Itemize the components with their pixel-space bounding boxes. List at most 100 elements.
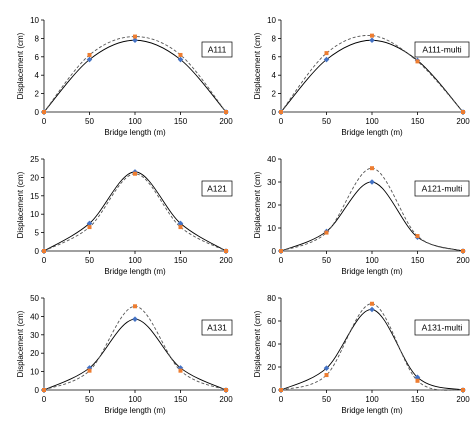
y-tick-label: 10 <box>267 16 276 25</box>
dashed-series-line <box>43 173 227 252</box>
x-tick-label: 150 <box>174 256 188 265</box>
dashed-series-line <box>280 35 464 113</box>
y-tick-label: 4 <box>35 71 40 80</box>
x-tick-label: 150 <box>411 395 425 404</box>
dashed-series-line <box>280 303 464 391</box>
diamond-marker <box>177 56 184 63</box>
chart-panel-a111-multi: 0 2 4 6 8 10 0 50 100 150 200 Bridge length (m) Disp… <box>237 0 474 139</box>
y-tick-label: 25 <box>30 155 39 164</box>
x-axis-label: Bridge length (m) <box>104 406 166 415</box>
square-marker <box>133 304 137 309</box>
panel-label: A131-multi <box>422 323 463 333</box>
y-axis-label: Displacement (cm) <box>253 310 262 377</box>
chart-svg: 0 20 40 60 80 0 50 100 150 200 Bridge length (m) Di… <box>253 294 470 415</box>
solid-series-line <box>43 318 227 391</box>
square-marker <box>324 51 329 56</box>
square-marker <box>133 34 137 39</box>
diamond-marker <box>132 37 138 44</box>
square-marker <box>224 249 228 253</box>
chart-panel-a131-multi: 0 20 40 60 80 0 50 100 150 200 Bridge length (m) Di… <box>237 278 474 417</box>
square-marker <box>324 230 329 235</box>
x-tick-label: 150 <box>411 117 425 126</box>
x-tick-label: 200 <box>456 117 470 126</box>
x-tick-label: 50 <box>322 256 331 265</box>
diamond-marker <box>86 220 93 227</box>
y-tick-label: 0 <box>272 108 277 117</box>
y-tick-label: 8 <box>35 34 40 43</box>
square-marker <box>370 166 374 171</box>
square-marker <box>279 249 283 253</box>
panel-label: A111 <box>208 45 227 55</box>
x-tick-label: 100 <box>365 117 379 126</box>
x-axis-label: Bridge length (m) <box>341 406 403 415</box>
panel-label-box <box>414 180 470 197</box>
y-tick-label: 15 <box>30 192 39 201</box>
panel-label: A111-multi <box>422 45 461 55</box>
x-tick-label: 50 <box>322 395 331 404</box>
square-marker <box>370 33 374 38</box>
x-axis-label: Bridge length (m) <box>341 128 403 137</box>
chart-panel-a111: 0 2 4 6 8 10 0 50 100 150 200 Bridge length (m) Disp… <box>0 0 237 139</box>
square-marker <box>87 225 92 230</box>
diamond-marker <box>132 316 138 322</box>
y-axis-label: Displacement (cm) <box>253 32 262 99</box>
y-tick-label: 0 <box>35 247 40 256</box>
x-tick-label: 200 <box>456 256 470 265</box>
y-tick-label: 50 <box>30 294 39 303</box>
x-tick-label: 0 <box>42 395 47 404</box>
y-tick-label: 2 <box>272 90 277 99</box>
square-marker <box>224 388 228 392</box>
chart-panel-a131: 0 10 20 30 40 50 0 50 100 150 200 Bridge length (m)… <box>0 278 237 417</box>
diamond-marker <box>414 374 421 381</box>
y-tick-label: 5 <box>35 229 40 238</box>
x-tick-label: 50 <box>85 256 94 265</box>
y-axis-label: Displacement (cm) <box>16 310 25 377</box>
y-tick-label: 60 <box>267 317 276 326</box>
square-marker <box>461 110 465 114</box>
chart-svg: 0 5 10 15 20 25 0 50 100 150 200 Bridge length (m) D… <box>16 155 233 276</box>
y-tick-label: 6 <box>35 53 40 62</box>
y-tick-label: 30 <box>30 331 39 340</box>
y-tick-label: 30 <box>267 178 276 187</box>
x-tick-label: 0 <box>42 256 47 265</box>
x-tick-label: 200 <box>456 395 470 404</box>
y-tick-label: 20 <box>267 201 276 210</box>
x-tick-label: 100 <box>365 256 379 265</box>
y-tick-label: 2 <box>35 90 40 99</box>
chart-svg: 0 10 20 30 40 0 50 100 150 200 Bridge length (m) Di… <box>253 155 470 276</box>
chart-panel-a121-multi: 0 10 20 30 40 0 50 100 150 200 Bridge length (m) Di… <box>237 139 474 278</box>
y-tick-label: 40 <box>30 312 39 321</box>
square-marker <box>87 52 92 57</box>
panel-label: A121 <box>207 184 227 194</box>
panel-label: A131 <box>207 323 227 333</box>
square-marker <box>324 373 329 378</box>
x-tick-label: 0 <box>279 395 284 404</box>
x-tick-label: 100 <box>128 117 142 126</box>
square-marker <box>461 388 465 392</box>
square-marker <box>42 110 46 114</box>
x-tick-label: 0 <box>279 256 284 265</box>
panel-label: A121-multi <box>422 184 463 194</box>
panel-label-box <box>201 319 233 336</box>
square-marker <box>415 378 420 383</box>
y-tick-label: 20 <box>30 173 39 182</box>
x-tick-label: 100 <box>128 256 142 265</box>
x-tick-label: 200 <box>219 395 233 404</box>
y-tick-label: 0 <box>35 108 40 117</box>
y-axis-label: Displacement (cm) <box>16 32 25 99</box>
diamond-marker <box>323 365 330 371</box>
x-tick-label: 100 <box>128 395 142 404</box>
square-marker <box>42 388 46 392</box>
square-marker <box>461 249 465 253</box>
square-marker <box>133 171 137 176</box>
x-tick-label: 150 <box>174 395 188 404</box>
panel-label-box <box>414 319 470 336</box>
y-tick-label: 10 <box>30 210 39 219</box>
diamond-marker <box>177 220 184 227</box>
square-marker <box>87 368 92 373</box>
square-marker <box>279 388 283 392</box>
square-marker <box>224 110 228 114</box>
y-tick-label: 40 <box>267 155 276 164</box>
y-axis-label: Displacement (cm) <box>16 171 25 238</box>
